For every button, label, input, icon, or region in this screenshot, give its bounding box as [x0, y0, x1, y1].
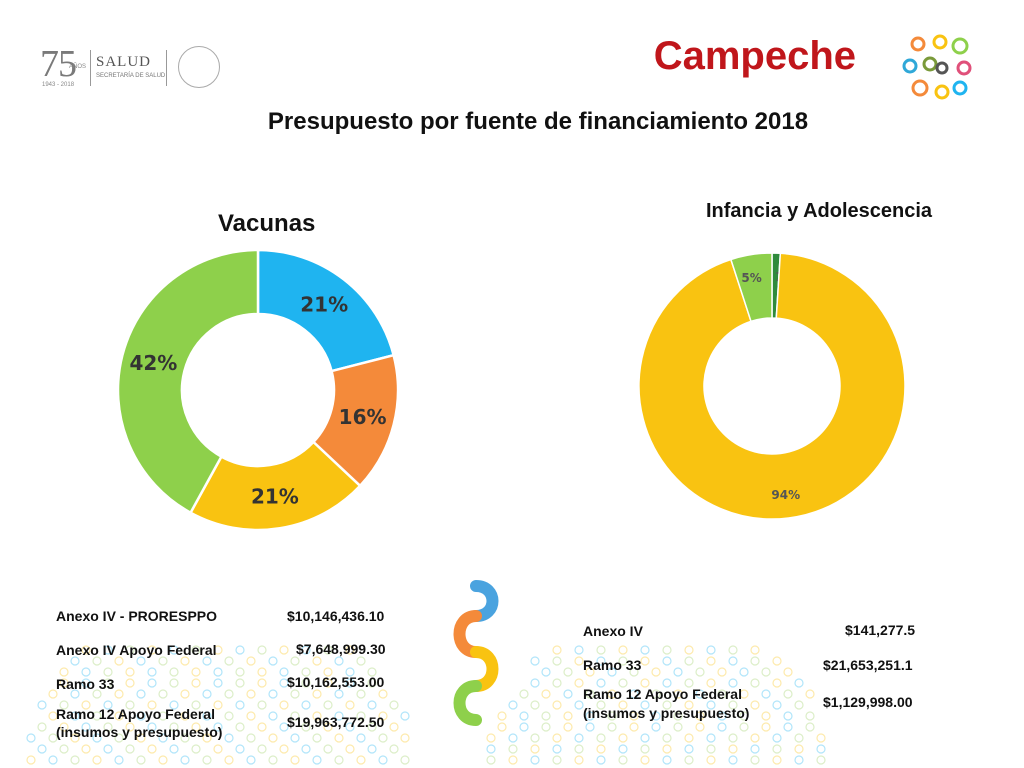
slice-label-1: 94% — [771, 488, 800, 502]
logo-years-text: 1943 - 2018 — [42, 82, 75, 88]
vacunas-row-2-label: Anexo IV Apoyo Federal — [56, 642, 217, 658]
vacunas-row-4-amount: $19,963,772.50 — [287, 714, 385, 730]
slice-label-2: 5% — [741, 271, 761, 285]
logo-divider — [90, 50, 91, 86]
national-seal-icon — [178, 46, 220, 88]
slice-0 — [256, 250, 396, 373]
slice-label-1: 16% — [339, 405, 387, 429]
vacunas-donut-chart: 21% 16% 21% 42% — [116, 250, 400, 532]
infancia-row-2-amount: $21,653,251.1 — [823, 657, 913, 673]
slice-label-2: 21% — [251, 485, 299, 509]
vacunas-row-3-amount: $10,162,553.00 — [287, 674, 385, 690]
infancia-chart-title: Infancia y Adolescencia — [706, 200, 933, 222]
page-title: Presupuesto por fuente de financiamiento… — [267, 108, 809, 135]
slice-2 — [729, 252, 773, 323]
infancia-row-1-amount: $141,277.5 — [845, 622, 916, 638]
vacunas-chart-title: Vacunas — [218, 210, 316, 237]
colored-rings-logo — [902, 34, 972, 100]
infancia-row-3-label-2: (insumos y presupuesto) — [583, 705, 750, 721]
slice-2 — [188, 440, 362, 532]
vacunas-row-1-amount: $10,146,436.10 — [287, 608, 385, 624]
slice-label-3: 42% — [129, 351, 177, 375]
slice-3 — [116, 250, 260, 515]
vacunas-row-4-label: Ramo 12 Apoyo Federal — [56, 706, 215, 722]
state-title: Campeche — [653, 34, 856, 78]
slice-1 — [638, 252, 906, 520]
logo-75-text: 75 — [40, 43, 77, 85]
salud-75-logo: 75 AÑOS 1943 - 2018 SALUD SECRETARÍA DE … — [40, 42, 230, 92]
vacunas-row-3-label: Ramo 33 — [56, 676, 115, 692]
slice-label-0: 21% — [300, 293, 348, 317]
vacunas-row-2-amount: $7,648,999.30 — [296, 641, 386, 657]
logo-secretaria-text: SECRETARÍA DE SALUD — [96, 73, 166, 79]
infancia-row-3-amount: $1,129,998.00 — [823, 694, 913, 710]
infancia-row-3-label: Ramo 12 Apoyo Federal — [583, 686, 742, 702]
swirl-icon — [453, 580, 499, 726]
logo-anos-text: AÑOS — [69, 64, 87, 70]
infancia-row-1-label: Anexo IV — [583, 623, 643, 639]
vacunas-row-4-label-2: (insumos y presupuesto) — [56, 724, 223, 740]
vacunas-row-1-label: Anexo IV - PRORESPPO — [56, 608, 218, 624]
logo-salud-text: SALUD — [96, 54, 152, 70]
infancia-donut-chart: 1%94%5% — [638, 252, 906, 520]
logo-divider-2 — [166, 50, 167, 86]
infancia-row-2-label: Ramo 33 — [583, 657, 642, 673]
